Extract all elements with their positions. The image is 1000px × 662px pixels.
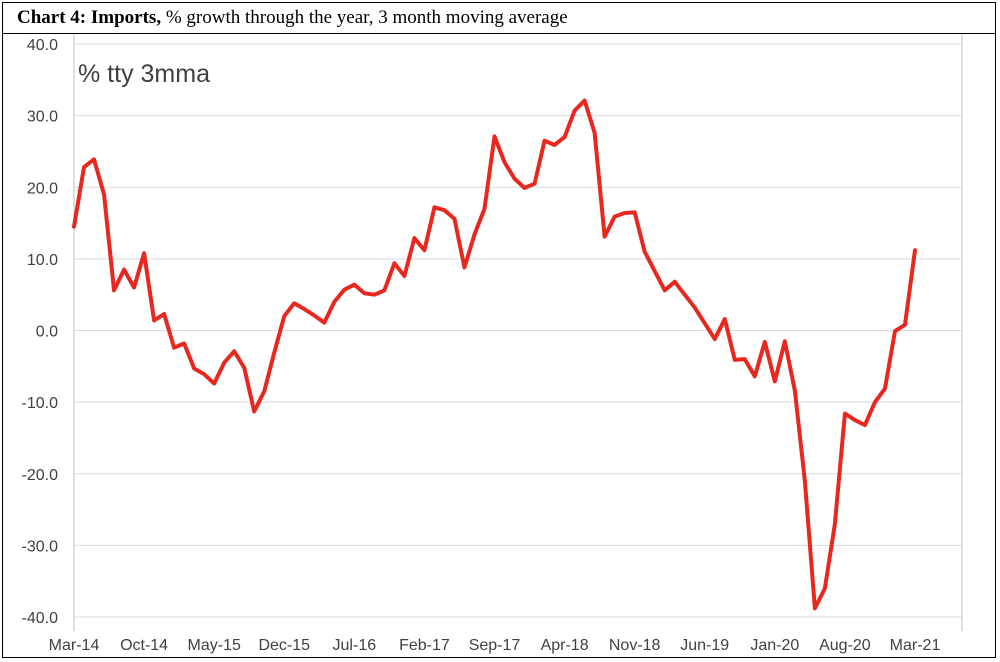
x-axis-ticks: Mar-14 Oct-14 May-15 Dec-15 Jul-16 Feb-17 Sep-…	[49, 637, 941, 654]
y-tick-label: 20.0	[27, 180, 58, 197]
y-axis-ticks: 40.0 30.0 20.0 10.0 0.0 -10.0 -20.0 -30.0 -40.0	[22, 37, 59, 627]
y-tick-label: 0.0	[36, 324, 58, 341]
chart-title-rest: % growth through the year, 3 month movin…	[161, 7, 568, 28]
y-tick-label: -30.0	[22, 538, 59, 555]
gridlines	[74, 43, 962, 618]
x-tick-label: Jul-16	[333, 637, 377, 654]
x-tick-label: Feb-17	[399, 637, 450, 654]
y-tick-label: 30.0	[27, 109, 58, 126]
x-tick-label: Mar-14	[49, 637, 100, 654]
chart-title: Chart 4: Imports, % growth through the y…	[3, 3, 995, 34]
y-tick-label: -40.0	[22, 610, 59, 627]
x-tick-label: Mar-21	[890, 637, 941, 654]
x-tick-label: Sep-17	[469, 637, 521, 654]
x-tick-label: Dec-15	[258, 637, 310, 654]
chart-title-bold: Chart 4: Imports,	[17, 7, 162, 28]
y-tick-label: -10.0	[22, 395, 59, 412]
y-tick-label: 10.0	[27, 252, 58, 269]
x-tick-label: Jan-20	[750, 637, 799, 654]
y-tick-label: -20.0	[22, 467, 59, 484]
y-tick-label: 40.0	[27, 37, 58, 54]
x-tick-label: May-15	[187, 637, 240, 654]
x-tick-label: Nov-18	[609, 637, 661, 654]
series-line	[72, 98, 917, 611]
x-tick-label: Oct-14	[120, 637, 168, 654]
x-tick-label: Aug-20	[819, 637, 871, 654]
x-tick-label: Apr-18	[541, 637, 589, 654]
x-tick-label: Jun-19	[680, 637, 729, 654]
unit-annotation: % tty 3mma	[78, 60, 210, 88]
